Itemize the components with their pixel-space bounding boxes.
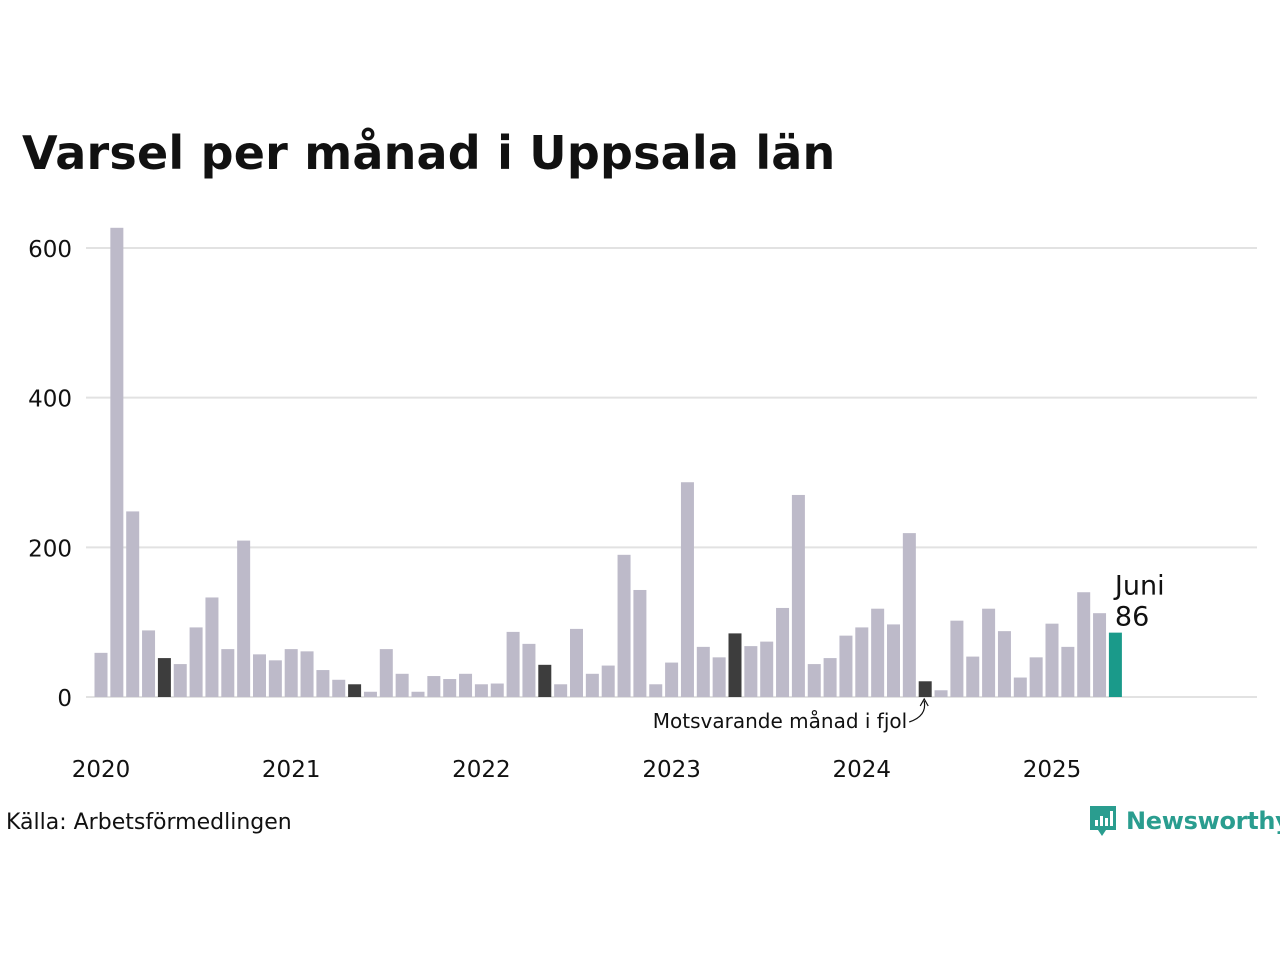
bar xyxy=(776,607,790,697)
bar xyxy=(268,660,282,697)
bar xyxy=(522,643,536,697)
bar xyxy=(490,683,504,697)
bar xyxy=(459,673,473,697)
bar xyxy=(902,533,916,697)
bar xyxy=(411,691,425,697)
bar xyxy=(585,673,599,697)
bar xyxy=(395,673,409,697)
bar xyxy=(950,620,964,697)
bar xyxy=(221,649,235,697)
bar xyxy=(1061,646,1075,697)
bar xyxy=(94,652,108,697)
bar-highlight xyxy=(1108,632,1122,697)
bar xyxy=(110,227,124,698)
bar-chart: 0 200 400 600 2020 2021 2022 2023 2024 2025 Juni… xyxy=(28,227,1257,783)
newsworthy-logo: Newsworthy xyxy=(1088,804,1280,838)
annotation-arrowhead xyxy=(919,697,929,707)
y-tick-label: 0 xyxy=(57,686,72,712)
bar xyxy=(570,628,583,697)
bar-same-month xyxy=(157,658,171,697)
bar xyxy=(379,649,393,697)
bar xyxy=(1077,592,1091,697)
bar xyxy=(712,657,726,697)
highlight-month-label: Juni xyxy=(1113,571,1165,602)
bar xyxy=(966,656,980,697)
annotation-text: Motsvarande månad i fjol xyxy=(653,709,907,733)
bar xyxy=(887,624,900,697)
bar xyxy=(665,662,679,697)
bar-same-month xyxy=(728,633,742,697)
logo-text: Newsworthy xyxy=(1126,807,1280,835)
chart-title: Varsel per månad i Uppsala län xyxy=(22,126,836,180)
bar xyxy=(633,589,647,697)
bars xyxy=(94,227,1122,698)
bar xyxy=(554,684,568,697)
bar xyxy=(126,511,140,697)
y-tick-label: 600 xyxy=(28,237,72,263)
bar xyxy=(427,676,441,697)
bar xyxy=(1093,613,1107,697)
bar xyxy=(474,684,488,697)
bar xyxy=(253,654,266,697)
bar xyxy=(839,635,853,697)
bar xyxy=(680,482,694,697)
bar xyxy=(363,691,377,697)
x-tick-label: 2025 xyxy=(1023,757,1082,783)
bar xyxy=(189,627,203,697)
bar xyxy=(791,494,805,697)
bar xyxy=(934,690,948,697)
bar xyxy=(855,627,869,697)
bar xyxy=(443,679,457,697)
bar xyxy=(332,679,346,697)
bar xyxy=(1029,657,1043,697)
bar xyxy=(696,646,710,697)
x-tick-label: 2022 xyxy=(452,757,511,783)
bar xyxy=(1013,677,1027,697)
bar xyxy=(760,641,774,697)
bar xyxy=(237,540,251,697)
bar xyxy=(744,646,758,697)
x-axis-ticks: 2020 2021 2022 2023 2024 2025 xyxy=(72,757,1082,783)
x-tick-label: 2024 xyxy=(833,757,892,783)
newsworthy-chart-icon xyxy=(1090,806,1116,836)
bar xyxy=(142,630,156,697)
bar xyxy=(601,665,615,697)
bar xyxy=(617,554,631,697)
bar xyxy=(823,658,837,697)
bar xyxy=(1045,623,1059,697)
y-tick-label: 400 xyxy=(28,387,72,413)
source-note: Källa: Arbetsförmedlingen xyxy=(6,810,292,835)
x-tick-label: 2023 xyxy=(642,757,701,783)
x-tick-label: 2020 xyxy=(72,757,131,783)
y-axis-ticks: 0 200 400 600 xyxy=(28,237,72,712)
bar xyxy=(300,651,314,697)
y-tick-label: 200 xyxy=(28,536,72,562)
bar-same-month xyxy=(918,681,932,697)
bar xyxy=(316,670,330,697)
bar-same-month xyxy=(348,684,362,697)
bar xyxy=(871,608,885,697)
highlight-value-label: 86 xyxy=(1115,602,1149,633)
bar xyxy=(205,597,219,697)
bar xyxy=(284,649,298,697)
bar-same-month xyxy=(538,664,552,697)
bar xyxy=(982,608,996,697)
annotation-arrow xyxy=(909,700,926,723)
bar xyxy=(997,631,1011,697)
bar xyxy=(807,664,821,697)
bar xyxy=(649,684,663,697)
x-tick-label: 2021 xyxy=(262,757,321,783)
bar xyxy=(506,631,520,697)
bar xyxy=(173,664,187,697)
